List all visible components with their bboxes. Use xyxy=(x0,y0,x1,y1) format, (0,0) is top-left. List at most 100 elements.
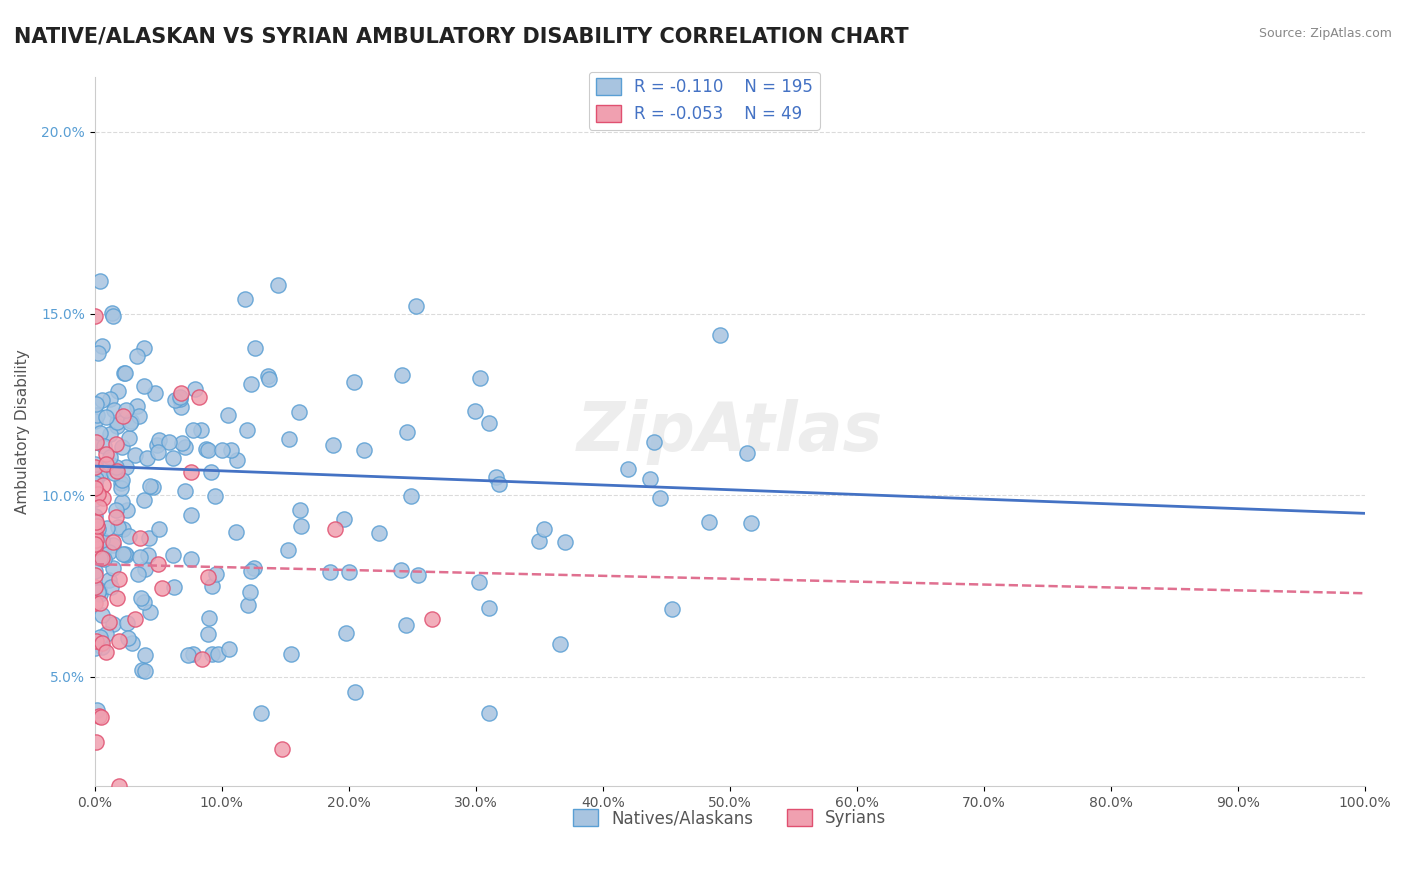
Point xyxy=(89,587,111,601)
Point xyxy=(103,467,125,481)
Point xyxy=(221,442,243,457)
Point xyxy=(129,591,152,605)
Point xyxy=(94,457,117,471)
Point xyxy=(399,489,422,503)
Point xyxy=(90,466,112,480)
Point xyxy=(84,396,107,410)
Point xyxy=(143,385,166,400)
Point xyxy=(114,367,136,381)
Point xyxy=(162,450,184,465)
Point xyxy=(163,580,186,594)
Text: ZipAtlas: ZipAtlas xyxy=(576,399,883,465)
Point xyxy=(90,533,112,548)
Point xyxy=(98,427,121,442)
Point xyxy=(132,595,155,609)
Point xyxy=(86,519,108,533)
Point xyxy=(114,548,136,562)
Point xyxy=(100,580,122,594)
Point xyxy=(91,635,114,649)
Point xyxy=(89,426,111,441)
Point xyxy=(120,414,142,428)
Point xyxy=(83,526,105,541)
Point xyxy=(89,550,111,565)
Point xyxy=(110,482,132,496)
Point xyxy=(257,368,280,383)
Point xyxy=(87,531,110,545)
Point xyxy=(243,341,266,355)
Point xyxy=(108,779,131,793)
Point xyxy=(89,500,111,514)
Point xyxy=(146,444,169,458)
Point xyxy=(650,491,672,505)
Point xyxy=(218,641,240,656)
Point xyxy=(162,549,184,563)
Point xyxy=(83,640,105,655)
Point xyxy=(138,531,160,545)
Point xyxy=(464,404,486,418)
Point xyxy=(148,522,170,536)
Point xyxy=(103,403,125,417)
Point xyxy=(87,582,110,597)
Point xyxy=(83,414,105,428)
Point xyxy=(107,633,129,648)
Point xyxy=(83,309,105,323)
Point xyxy=(101,616,124,631)
Point xyxy=(97,574,120,588)
Point xyxy=(84,435,107,450)
Point xyxy=(84,735,107,749)
Point xyxy=(83,564,105,578)
Point xyxy=(121,636,143,650)
Point xyxy=(239,584,262,599)
Point xyxy=(107,520,129,534)
Point xyxy=(84,533,107,547)
Point xyxy=(83,540,105,554)
Point xyxy=(94,446,117,460)
Point xyxy=(146,438,169,452)
Legend: Natives/Alaskans, Syrians: Natives/Alaskans, Syrians xyxy=(567,803,893,834)
Point xyxy=(93,439,115,453)
Point xyxy=(87,583,110,598)
Point xyxy=(84,633,107,648)
Point xyxy=(89,630,111,644)
Point xyxy=(190,423,212,437)
Point xyxy=(87,467,110,481)
Point xyxy=(84,537,107,551)
Point xyxy=(83,508,105,523)
Text: Source: ZipAtlas.com: Source: ZipAtlas.com xyxy=(1258,27,1392,40)
Point xyxy=(83,460,105,475)
Point xyxy=(98,450,121,464)
Point xyxy=(83,596,105,610)
Point xyxy=(105,591,128,606)
Point xyxy=(420,612,443,626)
Point xyxy=(91,640,114,654)
Point xyxy=(134,493,156,508)
Point xyxy=(110,476,132,491)
Point xyxy=(103,560,125,574)
Point xyxy=(368,526,391,541)
Point xyxy=(169,390,191,404)
Point xyxy=(105,436,128,450)
Point xyxy=(236,598,259,612)
Point xyxy=(112,409,135,424)
Point xyxy=(170,385,193,400)
Point xyxy=(107,419,129,434)
Point xyxy=(118,431,141,445)
Point xyxy=(478,706,501,720)
Point xyxy=(135,451,157,466)
Point xyxy=(134,648,156,663)
Point xyxy=(89,596,111,610)
Point xyxy=(86,518,108,533)
Point xyxy=(395,425,418,439)
Point xyxy=(344,685,367,699)
Point xyxy=(101,535,124,549)
Point xyxy=(240,377,263,392)
Point xyxy=(96,410,118,425)
Point xyxy=(201,648,224,662)
Point xyxy=(180,508,202,522)
Point xyxy=(174,440,197,454)
Point xyxy=(197,442,219,457)
Point xyxy=(91,545,114,559)
Point xyxy=(233,293,256,307)
Point xyxy=(709,327,731,342)
Point xyxy=(288,503,311,517)
